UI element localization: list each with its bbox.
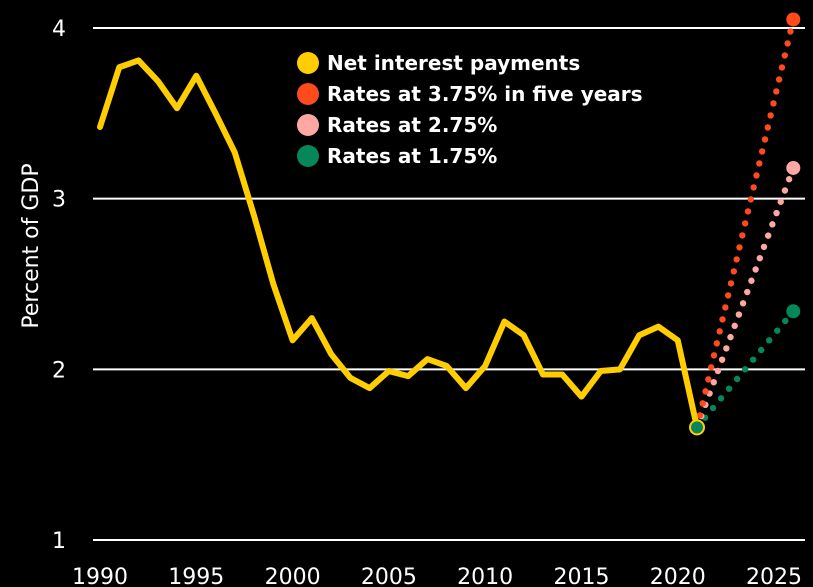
projection-dot xyxy=(770,100,777,107)
series-line-net-interest xyxy=(97,57,701,431)
projection-dot xyxy=(764,232,772,239)
projection-dot xyxy=(725,385,733,392)
projection-dot xyxy=(696,412,704,419)
projection-dot xyxy=(760,243,768,251)
projection-dot xyxy=(730,268,738,275)
projection-dot xyxy=(758,148,766,155)
projection-dot xyxy=(748,277,755,284)
series-group xyxy=(97,12,801,436)
y-tick-label: 2 xyxy=(52,358,66,383)
series-projection-1 xyxy=(696,12,801,419)
projection-dot xyxy=(731,322,738,330)
projection-dot xyxy=(777,198,784,205)
projection-dot xyxy=(761,136,769,143)
x-tick-label: 2020 xyxy=(650,565,706,587)
y-tick-label: 4 xyxy=(52,17,66,42)
x-tick-label: 1995 xyxy=(168,565,224,587)
legend-swatch xyxy=(297,114,319,136)
x-tick-label: 1990 xyxy=(72,565,128,587)
projection-dot xyxy=(713,340,721,347)
projection-dot xyxy=(773,209,780,217)
projection-dot xyxy=(781,187,789,194)
projection-dot xyxy=(717,395,725,402)
projection-dot xyxy=(747,196,755,203)
projection-dot xyxy=(781,52,789,59)
projection-dot xyxy=(705,376,712,383)
projection-dot xyxy=(778,64,786,71)
projection-dot xyxy=(707,364,715,371)
projection-dot xyxy=(724,292,732,299)
legend-swatch xyxy=(297,52,319,74)
x-tick-labels: 1990 1995 2000 2005 2010 2015 2020 2025 xyxy=(72,565,802,587)
projection-dot xyxy=(744,288,751,296)
projection-dot xyxy=(739,232,746,239)
projection-dot xyxy=(744,208,752,215)
projection-dot xyxy=(739,300,747,307)
y-tick-label: 3 xyxy=(52,188,66,213)
projection-dot xyxy=(719,316,726,323)
projection-dot xyxy=(784,40,791,47)
projection-dot xyxy=(774,327,781,334)
junction-marker xyxy=(689,419,706,436)
projection-dot xyxy=(750,184,757,191)
projection-endpoint xyxy=(786,12,801,27)
x-tick-label: 2025 xyxy=(746,565,802,587)
x-tick-label: 2015 xyxy=(553,565,609,587)
projection-dot xyxy=(702,388,709,395)
projection-dot xyxy=(756,160,763,167)
projection-endpoint xyxy=(786,160,801,175)
projection-dot xyxy=(723,345,730,352)
projection-dot xyxy=(735,311,743,318)
projection-endpoint xyxy=(786,304,801,319)
legend-label: Rates at 1.75% xyxy=(327,144,497,168)
projection-dot xyxy=(710,352,718,359)
x-tick-label: 2000 xyxy=(265,565,321,587)
projection-dot xyxy=(741,366,749,373)
projection-dot xyxy=(741,220,749,227)
projection-dot xyxy=(714,367,722,375)
projection-dot xyxy=(733,256,740,263)
projection-dot xyxy=(727,333,734,341)
projection-dot xyxy=(787,28,794,35)
projection-dot xyxy=(756,254,764,262)
projection-dot xyxy=(733,375,741,383)
projection-dot xyxy=(718,356,726,363)
legend-label: Net interest payments xyxy=(327,51,580,75)
projection-dot xyxy=(752,266,759,273)
y-tick-label: 1 xyxy=(52,529,66,554)
projection-dot xyxy=(699,400,706,407)
projection-dot xyxy=(736,244,743,251)
y-axis-label: Percent of GDP xyxy=(19,163,44,328)
x-tick-label: 2005 xyxy=(361,565,417,587)
legend-swatch xyxy=(297,145,319,167)
projection-dot xyxy=(782,317,789,325)
legend-label: Rates at 2.75% xyxy=(327,113,497,137)
x-tick-label: 2010 xyxy=(457,565,513,587)
projection-dot xyxy=(753,172,760,179)
projection-dot xyxy=(769,221,776,228)
series-projection-3 xyxy=(701,304,801,421)
projection-dot xyxy=(722,304,729,311)
projection-dot xyxy=(767,112,774,119)
projection-dot xyxy=(773,88,780,95)
projection-dot xyxy=(709,404,717,412)
projection-dot xyxy=(766,337,773,344)
projection-dot xyxy=(749,356,757,363)
legend-label: Rates at 3.75% in five years xyxy=(327,82,643,106)
projection-dot xyxy=(710,379,717,386)
projection-dot xyxy=(785,176,793,183)
projection-dot xyxy=(758,346,765,354)
y-tick-labels: 1 2 3 4 xyxy=(52,17,66,554)
series-projection-2 xyxy=(697,160,801,420)
projection-dot xyxy=(727,280,735,287)
projection-dot xyxy=(716,328,723,335)
projection-dot xyxy=(775,76,783,83)
legend-swatch xyxy=(297,83,319,105)
projection-dot xyxy=(764,124,772,131)
legend: Net interest payments Rates at 3.75% in f… xyxy=(297,51,643,168)
